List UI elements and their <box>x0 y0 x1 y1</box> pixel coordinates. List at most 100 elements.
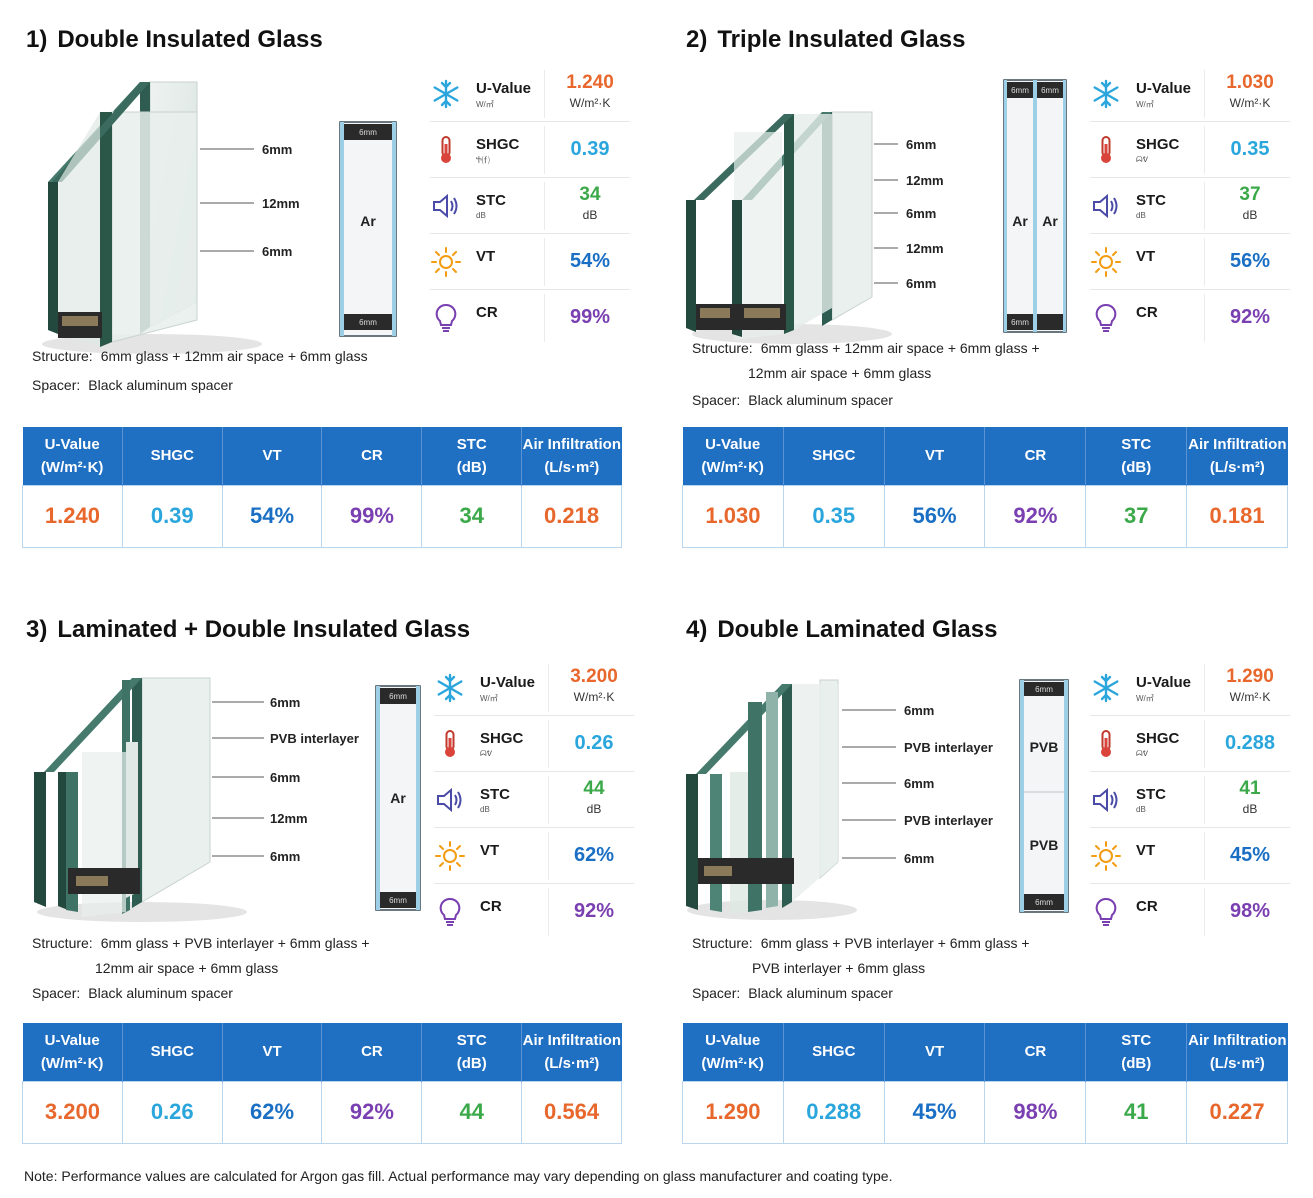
metric-stc: STC dB 37 dB <box>1090 178 1290 234</box>
panel-title: 2) Triple Insulated Glass <box>686 26 965 54</box>
layer-label: 6mm <box>904 851 934 866</box>
spec-table: U-Value (W/m²·K) SHGC VT CR STC (dB) Air I… <box>22 1023 622 1144</box>
layer-label: 6mm <box>906 276 936 291</box>
panel-title: 3) Laminated + Double Insulated Glass <box>26 616 470 644</box>
layer-label: 6mm <box>906 137 936 152</box>
layer-label: 6mm <box>904 776 934 791</box>
cross-section-diagram: 6mm Ar 6mm <box>339 121 397 337</box>
table-header: Air Infiltration (L/s·m²) <box>1186 1023 1288 1081</box>
metric-vt: VT 54% <box>430 234 630 290</box>
structure-text-line2: 12mm air space + 6mm glass <box>95 960 279 976</box>
layer-label: 6mm <box>904 703 934 718</box>
table-cell: 45% <box>883 1080 986 1144</box>
svg-text:Ar: Ar <box>1042 213 1058 229</box>
table-header: SHGC <box>783 427 885 485</box>
snowflake-icon <box>1093 79 1119 109</box>
svg-text:PVB: PVB <box>1030 837 1059 853</box>
panel-double-laminated: 4) Double Laminated Glass 6mm PVB interla… <box>682 612 1292 1172</box>
metric-value: 34 <box>579 184 601 205</box>
thermometer-icon <box>1101 136 1111 163</box>
glass-edge-front <box>100 112 112 347</box>
svg-text:6mm: 6mm <box>1035 898 1053 907</box>
table-cell: 37 <box>1085 484 1188 548</box>
table-cell: 0.39 <box>121 484 223 548</box>
speaker-icon <box>1093 787 1118 813</box>
table-header: U-Value (W/m²·K) <box>22 1023 123 1081</box>
table-cell: 0.227 <box>1186 1080 1288 1144</box>
table-cell: 0.564 <box>521 1080 622 1144</box>
metric-uvalue: U-Value W/㎡ 1.290 W/m²·K <box>1090 660 1290 716</box>
table-header: VT <box>884 1023 986 1081</box>
metric-shgc: SHGC ᗣᕓ 0.26 <box>434 716 634 772</box>
spec-table: U-Value (W/m²·K) SHGC VT CR STC (dB) Air I… <box>682 1023 1288 1144</box>
table-cell: 1.030 <box>682 484 784 548</box>
metric-cr: CR 92% <box>434 884 634 940</box>
spacer-text: Spacer: Black aluminum spacer <box>32 377 233 393</box>
svg-text:Ar: Ar <box>360 213 376 229</box>
table-header: Air Infiltration (L/s·m²) <box>521 1023 622 1081</box>
metrics-list: U-Value W/㎡ 1.240 W/m²·K SHGC Ⴕ⒡ 0.39 ST… <box>430 66 630 346</box>
metric-uvalue: U-Value W/㎡ 1.030 W/m²·K <box>1090 66 1290 122</box>
panel-number: 2) <box>686 26 708 53</box>
glass-unit-illustration: 6mm PVB interlayer 6mm PVB interlayer 6m… <box>686 679 1069 920</box>
layer-label: PVB interlayer <box>270 731 359 746</box>
structure-text-line2: PVB interlayer + 6mm glass <box>752 960 926 976</box>
svg-text:6mm: 6mm <box>1041 86 1059 95</box>
snowflake-icon <box>1093 673 1119 703</box>
speaker-icon <box>437 787 462 813</box>
metric-uvalue: U-Value W/㎡ 3.200 W/m²·K <box>434 660 634 716</box>
table-header: VT <box>884 427 986 485</box>
metric-stc: STC dB 34 dB <box>430 178 630 234</box>
spec-table: U-Value (W/m²·K) SHGC VT CR STC (dB) Air I… <box>22 427 622 548</box>
panel-title-text: Double Laminated Glass <box>717 616 998 643</box>
table-cell: 0.35 <box>782 484 885 548</box>
metric-name: U-Value <box>476 80 532 97</box>
table-cell: 99% <box>321 484 423 548</box>
table-header: SHGC <box>122 1023 223 1081</box>
metric-value: 99% <box>569 306 611 328</box>
metric-name: SHGC <box>476 136 520 153</box>
svg-text:PVB: PVB <box>1030 739 1059 755</box>
metric-value: 54% <box>569 250 611 272</box>
table-cell: 0.218 <box>521 484 622 548</box>
table-cell: 0.26 <box>121 1080 223 1144</box>
glass-unit-illustration: 6mm 12mm 6mm 12mm 6mm 6mm Ar Ar 6mm 6mm <box>686 79 1067 344</box>
spacer-text: Spacer: Black aluminum spacer <box>32 985 233 1001</box>
table-header: CR <box>321 1023 423 1081</box>
glass-unit-illustration: 6mm PVB interlayer 6mm 12mm 6mm 6mm Ar 6… <box>34 677 421 922</box>
metric-shgc: SHGC Ⴕ⒡ 0.39 <box>430 122 630 178</box>
metric-name: STC <box>476 192 506 209</box>
lightbulb-icon <box>1095 303 1117 332</box>
table-header: CR <box>984 427 1087 485</box>
layer-label: 6mm <box>270 770 300 785</box>
thermometer-icon <box>441 136 451 163</box>
speaker-icon <box>433 193 458 219</box>
cross-section-diagram: 6mm Ar 6mm <box>375 685 421 911</box>
metric-vt: VT 56% <box>1090 234 1290 290</box>
footnote: Note: Performance values are calculated … <box>24 1168 893 1184</box>
table-cell: 92% <box>984 484 1087 548</box>
table-cell: 41 <box>1085 1080 1188 1144</box>
glass-pane-middle <box>794 114 832 330</box>
table-header: CR <box>321 427 423 485</box>
panel-number: 1) <box>26 26 48 53</box>
table-cell: 98% <box>984 1080 1087 1144</box>
glass-pane-front <box>734 132 782 340</box>
svg-text:Ar: Ar <box>390 790 406 806</box>
layer-label: 6mm <box>262 244 292 259</box>
table-cell: 62% <box>221 1080 323 1144</box>
metric-vt: VT 45% <box>1090 828 1290 884</box>
svg-text:6mm: 6mm <box>389 692 407 701</box>
table-cell: 44 <box>421 1080 523 1144</box>
structure-text: Structure: 6mm glass + 12mm air space + 6… <box>692 340 1040 356</box>
table-cell: 1.240 <box>22 484 123 548</box>
lightbulb-icon <box>439 897 461 926</box>
svg-text:6mm: 6mm <box>1035 685 1053 694</box>
structure-text: Structure: 6mm glass + PVB interlayer + 6… <box>32 935 370 951</box>
table-cell: 34 <box>421 484 523 548</box>
svg-text:6mm: 6mm <box>1011 86 1029 95</box>
table-header: U-Value (W/m²·K) <box>682 427 784 485</box>
cross-section-diagram: 6mm PVB PVB 6mm <box>1019 679 1069 913</box>
sun-icon <box>1091 247 1121 277</box>
thermometer-icon <box>1101 730 1111 757</box>
